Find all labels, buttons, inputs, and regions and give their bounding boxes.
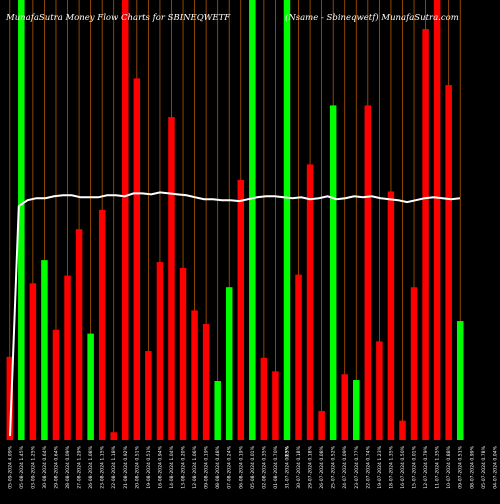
x-tick-label: 05-08-2024 1.45% [19, 445, 25, 488]
bar-down [237, 179, 245, 440]
bar-down [122, 0, 129, 440]
x-tick-label: 06-08-2024 0.19% [238, 445, 244, 488]
bar-down [145, 351, 152, 440]
x-tick-label: 09-08-2024 0.19% [204, 445, 210, 488]
x-tick-label: 02-08-2024 0.35% [261, 445, 267, 488]
x-tick-label: 21-08-2024 0.92% [123, 445, 129, 488]
bar-down [318, 410, 325, 440]
x-tick-label: 30-08-2024 0.64% [42, 445, 48, 488]
bar-down [202, 323, 210, 440]
bar-down [133, 78, 141, 440]
x-tick-label: 03-09-2024 1.25% [30, 445, 36, 488]
x-tick-labels: 05-09-2024 4.09% 05-08-2024 1.45% 03-09-20… [7, 445, 498, 488]
bar-up [41, 260, 48, 440]
x-tick-label: 27-08-2024 1.29% [77, 445, 83, 488]
bar-down [306, 164, 314, 440]
x-tick-label: 09-07-2024 0.51% [458, 445, 464, 488]
bar-down [410, 287, 418, 440]
x-tick-label: 07-08-2024 0.24% [227, 445, 233, 488]
chart-title-right: (Nsame - Sbineqwetf) MunafaSutra.com [285, 13, 459, 23]
bar-down [422, 29, 429, 441]
bar-down [98, 209, 106, 440]
bar-down [179, 267, 187, 440]
bars [6, 0, 464, 441]
x-tick-label: 24-07-2024 0.09% [342, 445, 348, 488]
bar-down [110, 432, 117, 440]
bar-up [283, 0, 291, 440]
bar-down [387, 191, 395, 440]
bar-down [341, 374, 348, 440]
x-tick-label: 30-07-2024 0.18% [296, 445, 302, 488]
x-tick-label: 11-07-2024 1.35% [435, 445, 441, 488]
bar-down [75, 229, 83, 440]
x-tick-label: 29-08-2024 0.64% [53, 445, 59, 488]
bar-down [445, 85, 452, 440]
bar-down [433, 0, 441, 440]
x-tick-label: 05-09-2024 4.09% [7, 445, 13, 488]
x-tick-label: 28-08-2024 0.09% [65, 445, 71, 488]
x-tick-label: 23-08-2024 1.15% [100, 445, 106, 488]
chart-title: MunafaSutra Money Flow Charts for SBINEQ… [6, 13, 231, 23]
x-tick-label: 13-08-2024 0.20% [181, 445, 187, 488]
bar-down [156, 262, 164, 440]
bar-down [168, 117, 175, 440]
bar-up [225, 287, 233, 440]
x-tick-label: 12-07-2024 0.79% [423, 445, 429, 488]
x-tick-label: 26-08-2024 1.08% [88, 445, 94, 488]
x-tick-label: 19-07-2024 1.23% [377, 445, 383, 488]
bar-down [191, 310, 198, 440]
bar-down [6, 356, 14, 440]
marker-label: 0.5% [284, 445, 290, 457]
bar-up [353, 380, 360, 440]
x-tick-label: 22-08-2024 1.18% [111, 445, 117, 488]
bar-up [87, 333, 94, 440]
x-tick-label: 12-08-2024 1.06% [192, 445, 198, 488]
bar-down [364, 105, 372, 441]
bar-down [260, 357, 268, 440]
bar-up [456, 321, 464, 440]
x-tick-label: 31-07-2024 0.83% [284, 445, 290, 488]
x-tick-label: 29-07-2024 0.18% [308, 445, 314, 488]
x-tick-label: 01-08-2024 0.70% [273, 445, 279, 488]
x-tick-label: 08-08-2024 0.48% [215, 445, 221, 488]
x-tick-label: 19-08-2024 0.51% [146, 445, 152, 488]
bar-down [295, 274, 302, 440]
x-tick-label: 05-08-2024 0.01% [250, 445, 256, 488]
x-tick-label: 14-08-2024 1.04% [169, 445, 175, 488]
bar-up [214, 381, 221, 440]
x-tick-label: 04-07-2024 0.04% [492, 445, 498, 488]
bar-down [272, 371, 279, 440]
x-tick-label: 18-07-2024 1.35% [388, 445, 394, 488]
x-tick-label: 22-07-2024 0.74% [365, 445, 371, 488]
x-tick-label: 16-07-2024 0.50% [400, 445, 406, 488]
bar-down [64, 275, 71, 440]
x-tick-label: 08-07-2024 0.99% [469, 445, 475, 488]
bar-down [376, 341, 383, 440]
x-tick-label: 16-08-2024 0.94% [157, 445, 163, 488]
money-flow-line [9, 191, 461, 437]
bar-down [399, 420, 406, 440]
x-tick-label: 10-07-2024 0.88% [446, 445, 452, 488]
x-tick-label: 26-07-2024 0.08% [319, 445, 325, 488]
bar-down [29, 283, 37, 440]
x-tick-label: 25-07-2024 0.52% [331, 445, 337, 488]
bar-down [52, 329, 60, 440]
bar-up [18, 0, 25, 440]
x-tick-label: 23-07-2024 0.77% [354, 445, 360, 488]
x-tick-label: 05-07-2024 0.78% [481, 445, 487, 488]
bar-up [249, 0, 256, 440]
x-tick-label: 15-07-2024 0.01% [412, 445, 418, 488]
x-tick-label: 20-08-2024 0.51% [134, 445, 140, 488]
bar-up [329, 105, 337, 441]
